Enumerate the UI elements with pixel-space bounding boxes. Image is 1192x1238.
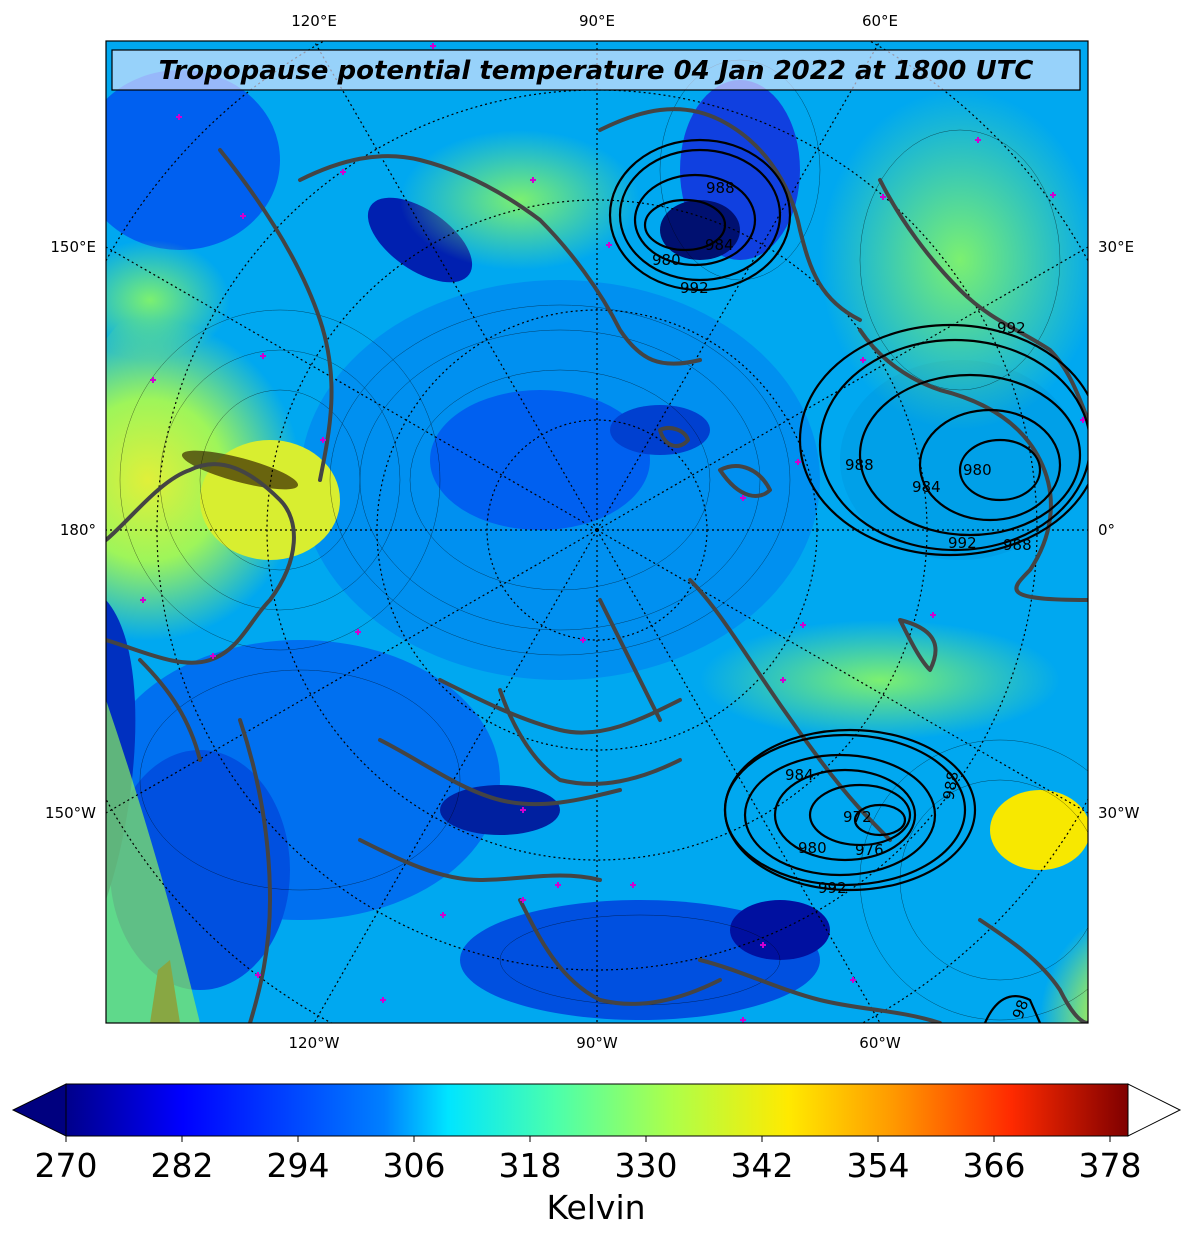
colorbar-tick-label: 282	[151, 1146, 214, 1185]
colorbar-max-extend	[1127, 1083, 1182, 1137]
isobar-label: 992	[997, 319, 1026, 337]
isobar-label: 992	[948, 534, 977, 552]
isobar-label: 980	[798, 839, 827, 857]
title-box	[111, 49, 1081, 91]
colorbar-tick-label: 306	[383, 1146, 446, 1185]
map-panel: 988 984 980 992 992 988 984 980 992 988 …	[106, 41, 1088, 1023]
isobar-label: 992	[818, 879, 847, 897]
isobar-label: 988	[706, 179, 735, 197]
isobar-label: 976	[855, 841, 884, 859]
lon-label: 90°E	[579, 12, 615, 30]
lon-labels-bottom: 120°W 90°W 60°W	[289, 1034, 901, 1052]
field-region	[367, 197, 473, 283]
lon-label: 30°E	[1098, 238, 1134, 256]
field-region	[400, 130, 640, 270]
colorbar-min-extend	[11, 1083, 67, 1137]
colorbar-tick-label: 366	[963, 1146, 1026, 1185]
isobars	[608, 138, 1088, 1023]
lon-label: 120°E	[291, 12, 337, 30]
isobar-label: 980	[963, 461, 992, 479]
colorbar: 270 282 294 306 318 330 342 354 366 378 …	[11, 1083, 1182, 1227]
isobar-label: 98	[1009, 997, 1032, 1021]
colorbar-gradient	[65, 1083, 1129, 1137]
isobar-label: 984	[912, 478, 941, 496]
lon-label: 150°E	[50, 238, 96, 256]
isobar-label: 988	[845, 456, 874, 474]
coastlines	[106, 107, 1088, 1023]
field-region	[700, 620, 1060, 740]
colorbar-tick-label: 378	[1079, 1146, 1142, 1185]
contour-lines	[119, 59, 1088, 1021]
map-title: Tropopause potential temperature 04 Jan …	[159, 56, 1034, 86]
lon-label: 90°W	[576, 1034, 618, 1052]
lon-label: 60°E	[862, 12, 898, 30]
isobar-label: 984	[785, 766, 814, 784]
field-region	[660, 200, 740, 260]
field-region	[440, 785, 560, 835]
lon-label: 120°W	[289, 1034, 340, 1052]
graticule	[106, 41, 1088, 1023]
colorbar-tick-label: 270	[35, 1146, 98, 1185]
field-region	[106, 70, 280, 250]
field-region	[106, 700, 200, 1023]
isobar-label: 992	[680, 279, 709, 297]
lon-label: 30°W	[1098, 804, 1140, 822]
colorbar-tick-label: 318	[499, 1146, 562, 1185]
field-region	[990, 790, 1088, 870]
field-region	[106, 240, 230, 360]
station-markers	[140, 43, 1086, 1023]
isobar-label: 980	[652, 251, 681, 269]
lon-label: 60°W	[859, 1034, 901, 1052]
lon-label: 150°W	[45, 804, 96, 822]
colorbar-tick-label: 354	[847, 1146, 910, 1185]
lon-label: 180°	[60, 521, 96, 539]
isobar-label: 988	[1003, 536, 1032, 554]
isobar-label: 972	[843, 808, 872, 826]
isobar-labels: 988 984 980 992 992 988 984 980 992 988 …	[652, 179, 1032, 1021]
lon-label: 0°	[1098, 521, 1115, 539]
lon-labels-left: 150°E 180° 150°W	[45, 238, 96, 822]
colorbar-units-label: Kelvin	[546, 1188, 645, 1227]
lon-labels-right: 30°E 0° 30°W	[1098, 238, 1140, 822]
map-frame	[105, 40, 1089, 1024]
isobar-label: 988	[939, 770, 962, 801]
colorbar-ticks	[65, 1136, 1111, 1142]
colorbar-tick-label: 294	[267, 1146, 330, 1185]
colorbar-tick-label: 342	[731, 1146, 794, 1185]
isobar-label: 984	[705, 236, 734, 254]
lon-labels-top: 120°E 90°E 60°E	[291, 12, 898, 30]
colorbar-tick-label: 330	[615, 1146, 678, 1185]
field-region	[820, 90, 1088, 430]
